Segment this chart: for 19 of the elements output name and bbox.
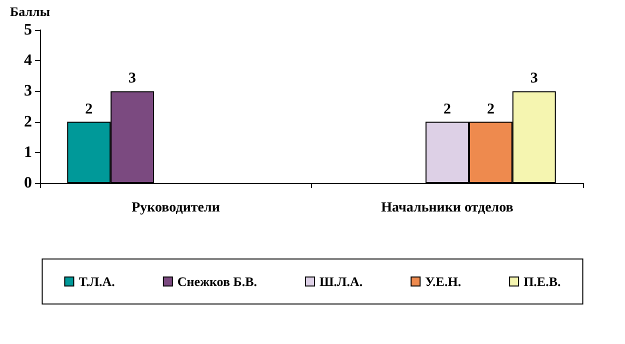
data-label: 2 [486,101,494,118]
x-tick-label: Руководители [132,200,220,216]
y-tick-label: 1 [24,144,32,161]
y-tick-label: 4 [24,52,32,70]
data-label: 2 [85,101,93,118]
data-label: 2 [444,101,451,118]
legend-label: Ш.Л.А. [320,274,363,289]
legend-label: Т.Л.А. [78,274,115,289]
data-label: 3 [128,70,136,87]
y-tick-label: 0 [24,174,32,192]
y-tick-label: 5 [24,22,32,38]
data-label: 3 [530,70,538,87]
x-tick-label: Начальники отделов [381,200,514,216]
y-axis-title: Баллы [10,4,50,19]
legend-label: У.Е.Н. [425,274,462,289]
y-tick-label: 2 [24,113,32,130]
y-tick-label: 3 [24,82,32,100]
legend-label: П.Е.В. [524,274,561,289]
legend-label: Снежков Б.В. [177,274,258,289]
